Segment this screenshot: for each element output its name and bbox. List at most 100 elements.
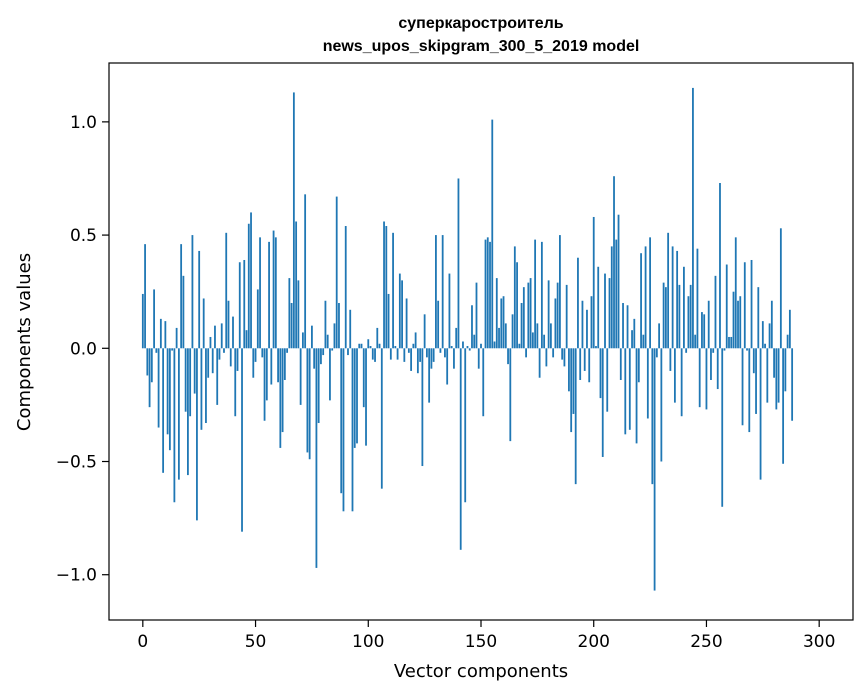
x-tick-label: 150	[465, 632, 497, 652]
bar-56	[268, 241, 270, 349]
bar-193	[577, 257, 579, 349]
bar-162	[507, 348, 509, 365]
bar-82	[326, 334, 329, 349]
bar-3	[148, 348, 151, 408]
bar-163	[509, 348, 512, 442]
bar-67	[292, 92, 295, 349]
bar-270	[750, 259, 753, 349]
bar-252	[710, 348, 712, 380]
bar-137	[450, 346, 453, 349]
bar-11	[166, 348, 169, 435]
bar-60	[277, 348, 279, 383]
bar-108	[385, 226, 388, 349]
bar-57	[270, 348, 273, 385]
bar-112	[394, 346, 397, 349]
bar-104	[376, 327, 379, 349]
bar-269	[748, 348, 751, 433]
bar-53	[261, 348, 264, 358]
bar-9	[162, 348, 165, 473]
bar-260	[728, 336, 730, 349]
bar-198	[588, 348, 591, 383]
bar-32	[214, 325, 216, 349]
bar-123	[419, 348, 422, 362]
bar-264	[737, 300, 739, 349]
bar-278	[768, 323, 771, 349]
bar-68	[295, 221, 298, 349]
bar-12	[168, 348, 171, 451]
bar-218	[633, 318, 636, 349]
bar-205	[604, 273, 606, 349]
bar-271	[752, 348, 755, 374]
bar-188	[565, 284, 568, 349]
bar-0	[141, 293, 144, 349]
bar-276	[764, 343, 766, 349]
bar-167	[518, 343, 521, 349]
bar-59	[274, 237, 277, 349]
bar-85	[333, 323, 336, 349]
bar-191	[572, 348, 575, 414]
bar-24	[196, 348, 198, 521]
bar-75	[311, 325, 313, 349]
bar-187	[563, 348, 566, 367]
y-tick-label: −1.0	[56, 566, 97, 586]
bar-36	[223, 348, 225, 353]
bar-55	[265, 348, 268, 401]
bar-195	[581, 300, 584, 349]
bar-6	[155, 348, 158, 353]
bar-206	[606, 348, 609, 412]
bar-280	[773, 348, 775, 378]
bar-119	[410, 348, 413, 371]
bar-122	[416, 348, 419, 374]
bar-96	[358, 343, 361, 349]
plot-frame	[108, 62, 854, 621]
bar-168	[520, 303, 523, 349]
bar-286	[786, 334, 789, 349]
bar-21	[189, 348, 192, 417]
bar-86	[335, 196, 338, 349]
bar-208	[610, 246, 613, 349]
bar-77	[315, 348, 318, 568]
bar-170	[525, 348, 527, 358]
bar-159	[500, 298, 503, 349]
bar-238	[678, 284, 681, 349]
bar-100	[367, 339, 370, 349]
bar-43	[238, 262, 241, 349]
bars-group	[141, 87, 794, 591]
bar-147	[473, 334, 476, 349]
bar-230	[660, 348, 663, 462]
bar-255	[716, 348, 719, 390]
bar-22	[191, 235, 194, 349]
bar-243	[689, 284, 692, 349]
bar-212	[619, 348, 622, 380]
bar-181	[549, 323, 552, 349]
bar-200	[592, 216, 595, 349]
bar-261	[730, 336, 733, 349]
bar-133	[441, 235, 444, 349]
bar-19	[184, 348, 187, 412]
bar-47	[247, 223, 250, 349]
bar-267	[743, 262, 746, 349]
bar-27	[202, 298, 205, 349]
bar-79	[320, 348, 322, 365]
bar-173	[531, 332, 534, 349]
bar-194	[579, 348, 582, 380]
bar-114	[398, 273, 401, 349]
bar-65	[288, 278, 291, 349]
bar-248	[701, 312, 703, 349]
bar-138	[453, 348, 455, 369]
bar-95	[356, 348, 358, 444]
bar-183	[554, 298, 557, 349]
bar-94	[353, 348, 356, 448]
bar-120	[412, 343, 415, 349]
bar-232	[664, 287, 667, 349]
bar-161	[504, 323, 507, 349]
bar-132	[439, 348, 442, 353]
bar-121	[414, 332, 417, 349]
bar-245	[694, 334, 697, 349]
bar-176	[538, 348, 541, 378]
bar-234	[669, 348, 672, 371]
bar-39	[229, 348, 232, 367]
bar-166	[516, 262, 518, 349]
bar-78	[317, 348, 320, 424]
bar-165	[513, 246, 516, 349]
